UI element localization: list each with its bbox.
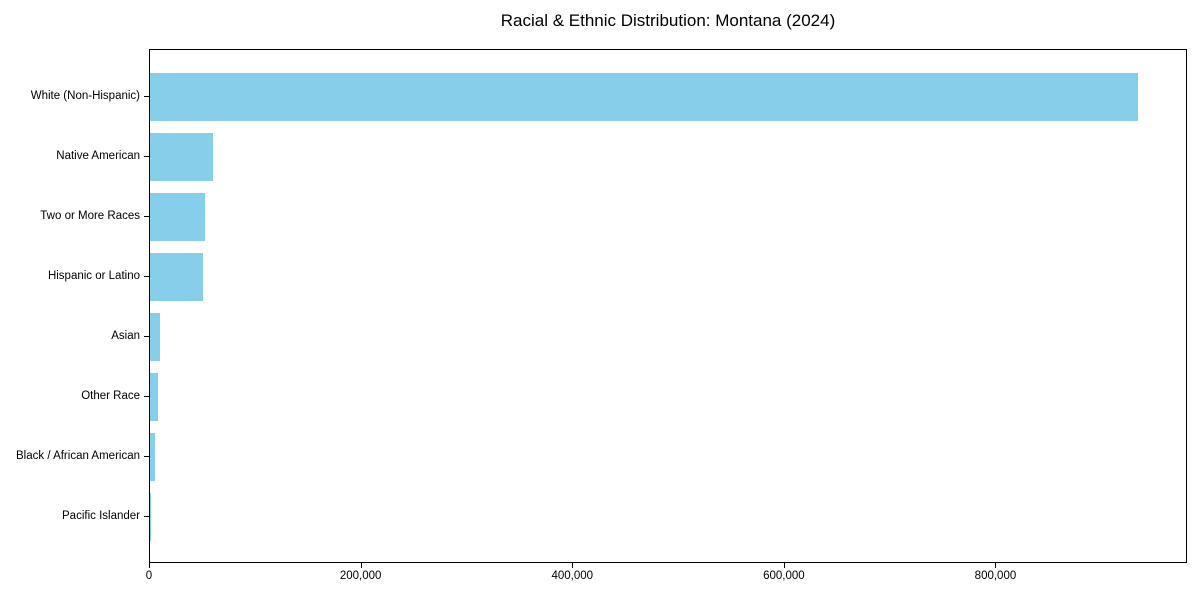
x-tick-mark (572, 563, 574, 568)
x-tick-mark (149, 563, 150, 568)
y-tick-label-hispanic-or-latino: Hispanic or Latino (47, 270, 140, 283)
y-tick-mark (144, 395, 149, 397)
y-tick-mark (144, 455, 149, 457)
y-tick-label-other-race: Other Race (81, 389, 140, 402)
y-tick-label-pacific-islander: Pacific Islander (62, 509, 140, 522)
x-tick-mark (360, 563, 362, 568)
bar-white-non-hispanic (150, 73, 1139, 122)
x-tick-label-600-000: 600,000 (763, 570, 805, 582)
x-tick-label-800-000: 800,000 (974, 570, 1017, 582)
chart-title: Racial & Ethnic Distribution: Montana (2… (500, 11, 836, 30)
y-tick-mark (144, 276, 149, 278)
plot-area (149, 49, 1187, 563)
y-tick-label-black-african-american: Black / African American (16, 449, 140, 462)
y-tick-mark (144, 335, 149, 337)
y-tick-mark (144, 515, 149, 517)
bar-two-or-more-races (150, 193, 206, 242)
y-tick-mark (144, 96, 149, 98)
x-tick-label-0: 0 (145, 570, 153, 582)
x-tick-label-400-000: 400,000 (551, 570, 594, 582)
bar-hispanic-or-latino (150, 253, 203, 301)
bar-black-african-american (150, 432, 156, 481)
y-tick-mark (144, 216, 149, 218)
bar-native-american (150, 133, 214, 182)
x-tick-mark (783, 563, 785, 568)
y-tick-label-two-or-more-races: Two or More Races (40, 210, 140, 223)
y-tick-label-native-american: Native American (56, 150, 140, 163)
y-tick-label-asian: Asian (111, 329, 140, 342)
bar-asian (150, 312, 160, 361)
bar-pacific-islander (150, 492, 152, 541)
x-tick-label-200-000: 200,000 (339, 570, 382, 582)
bar-other-race (150, 372, 158, 421)
y-tick-mark (144, 156, 149, 158)
y-tick-label-white-non-hispanic: White (Non-Hispanic) (30, 90, 140, 103)
x-tick-mark (995, 563, 997, 568)
